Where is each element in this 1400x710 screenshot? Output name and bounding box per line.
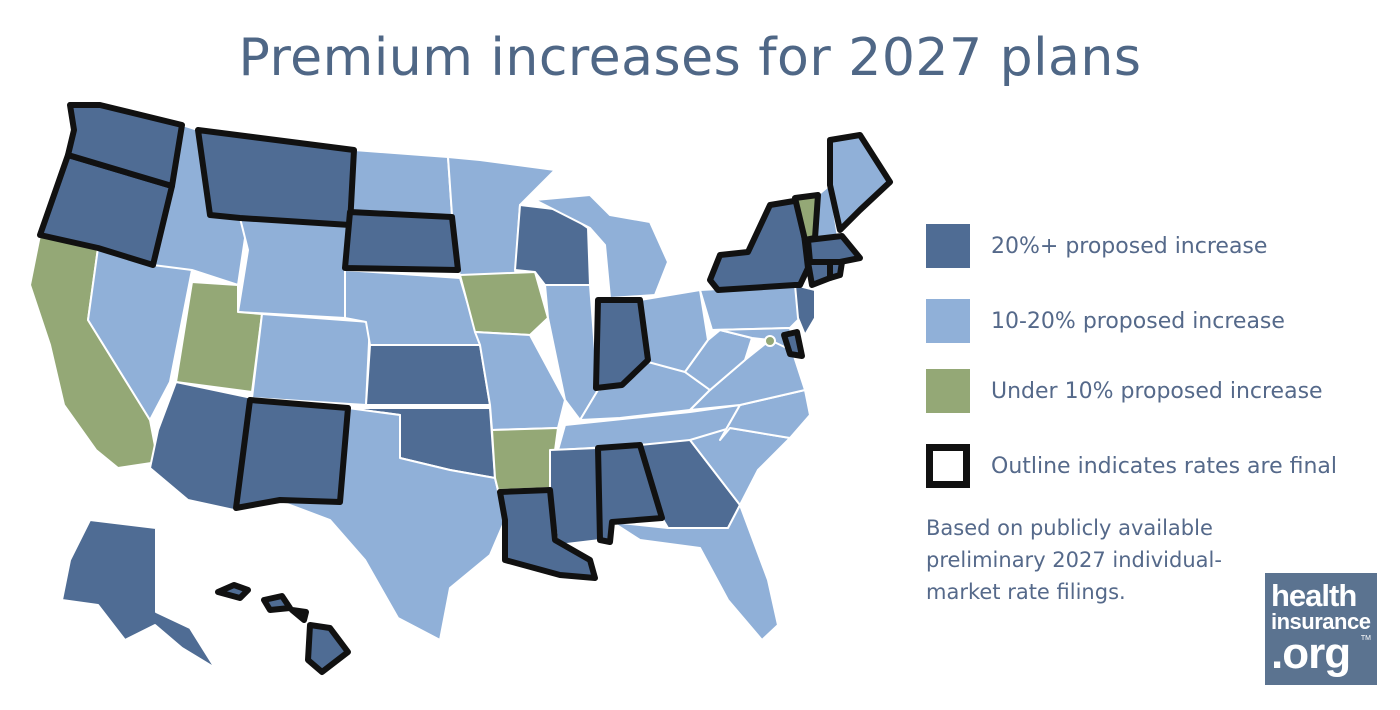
state-IA <box>459 271 549 336</box>
state-AL <box>595 442 665 545</box>
legend-label-mid: 10-20% proposed increase <box>991 308 1285 334</box>
state-AK <box>61 519 216 669</box>
state-HI <box>215 582 351 675</box>
logo-trademark: TM <box>1360 635 1371 642</box>
state-DC <box>764 335 776 347</box>
state-PA <box>699 284 801 331</box>
state-MS <box>549 447 601 546</box>
legend-item-outline: Outline indicates rates are final <box>926 443 1337 489</box>
state-SD <box>342 209 461 273</box>
source-note: Based on publicly available preliminary … <box>926 516 1222 604</box>
legend-swatch-high <box>926 224 970 268</box>
contiguous-states <box>29 102 893 641</box>
state-IN <box>593 297 651 391</box>
state-ME <box>827 132 893 233</box>
legend-swatch-outline <box>926 444 970 488</box>
logo-line-health: health <box>1271 578 1357 613</box>
logo-line-insurance: insurance <box>1271 609 1371 634</box>
legend-swatch-low <box>926 369 970 413</box>
state-CO <box>251 313 371 406</box>
logo-line-org: .org <box>1271 629 1351 678</box>
state-KS <box>365 344 491 406</box>
state-MA <box>805 233 863 265</box>
state-RI <box>827 259 845 281</box>
legend-item-mid: 10-20% proposed increase <box>926 298 1285 344</box>
non-contiguous-states <box>61 519 351 675</box>
state-DE <box>781 329 805 359</box>
state-SC <box>689 427 791 506</box>
legend-item-high: 20%+ proposed increase <box>926 223 1267 269</box>
state-AR <box>491 427 559 491</box>
state-LA <box>497 487 598 581</box>
state-MT <box>195 127 357 228</box>
state-ND <box>349 149 453 216</box>
us-map <box>29 102 893 675</box>
legend-label-high: 20%+ proposed increase <box>991 233 1268 259</box>
state-NM <box>233 397 351 511</box>
state-WA <box>65 102 185 189</box>
healthinsurance-org-logo: health insurance .org TM <box>1265 573 1377 685</box>
legend-swatch-mid <box>926 299 970 343</box>
state-NY <box>707 197 811 293</box>
state-NJ <box>794 284 816 336</box>
state-WY <box>237 217 351 319</box>
legend-label-low: Under 10% proposed increase <box>991 378 1323 404</box>
map-title: Premium increases for 2027 plans <box>238 28 1142 88</box>
state-CT <box>805 259 833 288</box>
state-FL <box>611 504 779 641</box>
legend-label-outline: Outline indicates rates are final <box>991 453 1338 479</box>
legend-item-low: Under 10% proposed increase <box>926 368 1323 414</box>
state-MI <box>534 194 669 299</box>
